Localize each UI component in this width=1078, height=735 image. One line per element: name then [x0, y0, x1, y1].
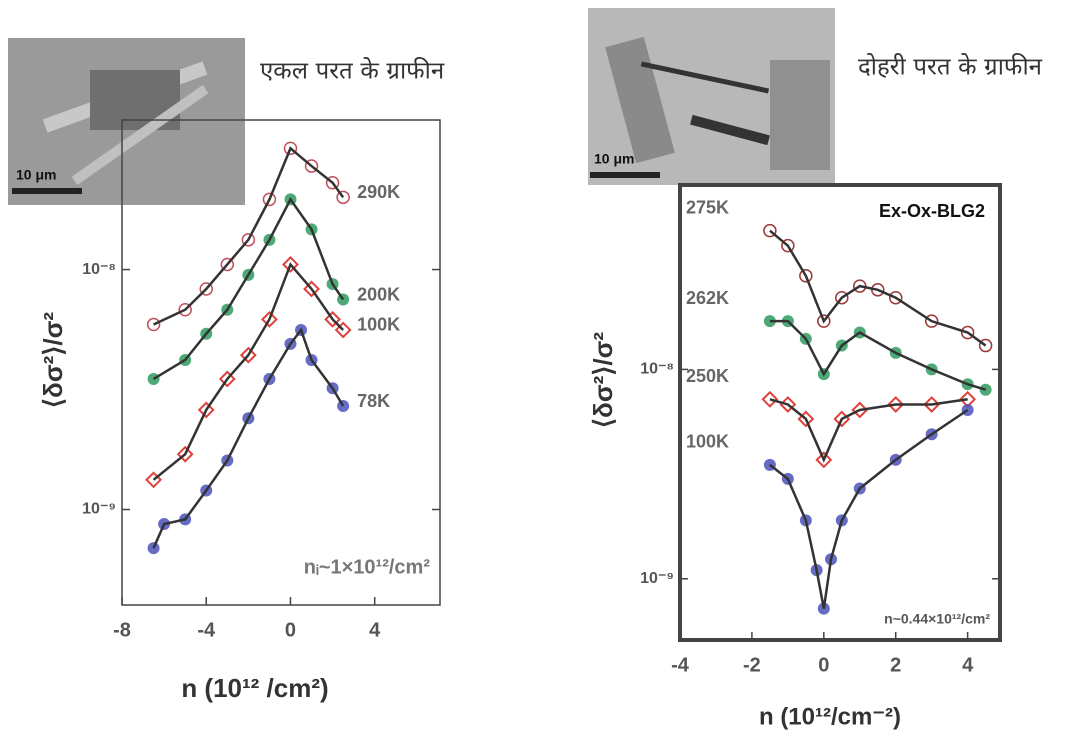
data-point — [146, 317, 161, 332]
data-point — [261, 310, 278, 328]
series-label: 250K — [686, 366, 729, 386]
x-tick-label: -8 — [113, 619, 131, 641]
data-point — [199, 282, 213, 296]
x-axis-label: n (10¹²/cm⁻²) — [759, 703, 901, 730]
data-point — [218, 370, 236, 388]
annotation: n~0.44×10¹²/cm² — [884, 611, 990, 627]
data-point — [262, 192, 277, 207]
series-label: 100K — [686, 432, 729, 452]
fit-line — [152, 262, 345, 481]
data-point — [781, 238, 795, 253]
data-point — [325, 176, 340, 190]
data-point — [178, 302, 192, 317]
data-point — [763, 223, 777, 238]
caption: एकल परत के ग्राफीन — [260, 57, 445, 85]
fit-line — [769, 408, 969, 609]
data-point — [197, 401, 215, 419]
data-point — [851, 401, 869, 419]
x-tick-label: 4 — [962, 654, 974, 676]
data-point — [336, 190, 350, 205]
data-point — [303, 280, 320, 298]
y-tick-label: 10⁻⁸ — [640, 361, 674, 378]
data-point — [960, 325, 975, 340]
series-label: 290K — [357, 182, 400, 202]
data-point — [241, 233, 256, 247]
x-tick-label: -2 — [743, 654, 761, 676]
data-point — [799, 269, 813, 283]
data-point — [282, 256, 299, 273]
data-point — [324, 310, 342, 328]
x-tick-label: 4 — [369, 619, 381, 641]
series-label: 275K — [686, 197, 729, 217]
fit-line — [769, 229, 987, 347]
fit-line — [769, 398, 968, 463]
fit-line — [769, 319, 986, 391]
annotation: nᵢ~1×10¹²/cm² — [304, 556, 431, 578]
data-point — [304, 159, 319, 173]
plot-frame — [121, 119, 441, 606]
y-axis-label: ⟨δσ²⟩/σ² — [588, 332, 618, 429]
x-tick-label: 2 — [890, 654, 901, 676]
y-tick-label: 10⁻⁹ — [640, 570, 674, 587]
series-label: 100K — [357, 315, 400, 335]
data-point — [835, 290, 849, 305]
y-tick-label: 10⁻⁸ — [82, 261, 116, 278]
fit-line — [152, 327, 345, 549]
series-label: 78K — [357, 391, 390, 411]
data-point — [220, 257, 235, 272]
fit-line — [152, 197, 345, 381]
data-point — [887, 396, 905, 413]
x-tick-label: 0 — [285, 619, 296, 641]
y-axis-label: ⟨δσ²⟩/σ² — [38, 312, 68, 409]
scale-bar-label: 10 μm — [594, 151, 634, 167]
x-tick-label: -4 — [671, 654, 690, 676]
data-point — [978, 338, 993, 353]
plot-frame — [678, 183, 1002, 642]
data-point — [888, 290, 903, 305]
caption: दोहरी परत के ग्राफीन — [858, 53, 1043, 81]
y-tick-label: 10⁻⁹ — [82, 501, 116, 518]
data-point — [761, 390, 779, 408]
data-point — [924, 314, 939, 328]
fit-line — [153, 146, 345, 326]
scale-bar-label: 10 μm — [16, 167, 56, 183]
inset-image — [588, 8, 835, 185]
sample-label: Ex-Ox-BLG2 — [879, 201, 985, 221]
x-tick-label: 0 — [818, 654, 829, 676]
data-point — [239, 346, 257, 364]
data-point — [283, 141, 298, 156]
x-tick-label: -4 — [197, 619, 216, 641]
data-point — [815, 451, 833, 469]
series-label: 262K — [686, 288, 729, 308]
data-point — [817, 314, 831, 328]
data-point — [176, 445, 194, 463]
data-point — [334, 321, 352, 339]
data-point — [923, 396, 941, 413]
x-axis-label: n (10¹² /cm²) — [181, 673, 328, 703]
series-label: 200K — [357, 284, 400, 304]
inset-image — [8, 38, 245, 205]
